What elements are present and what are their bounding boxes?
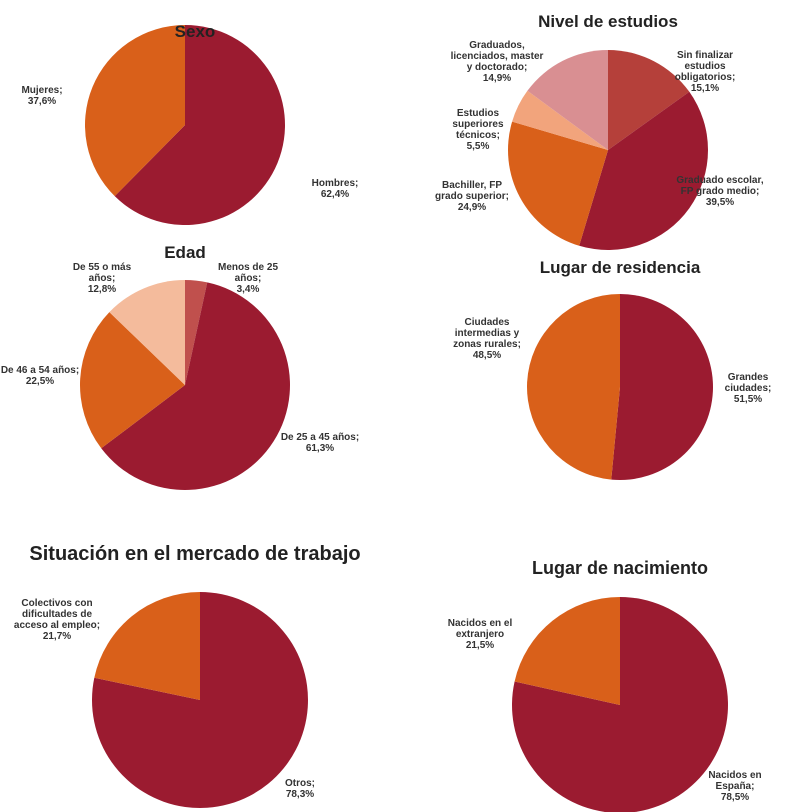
chart-title: Lugar de nacimiento xyxy=(531,558,709,578)
slice-category: Colectivos con dificultades de acceso al… xyxy=(13,598,101,631)
slice-label: Hombres; 62,4% xyxy=(295,178,375,200)
slice-value: 62,4% xyxy=(320,189,350,200)
slice-category: Hombres; xyxy=(311,178,359,189)
pie-slice xyxy=(608,50,690,150)
slice-value: 24,9% xyxy=(457,202,487,213)
slice-value: 39,5% xyxy=(705,197,735,208)
slice-value: 48,5% xyxy=(472,350,502,361)
pie-slice xyxy=(85,25,185,197)
slice-label: Colectivos con dificultades de acceso al… xyxy=(10,598,105,642)
pie-slice xyxy=(527,50,608,150)
pie-slice xyxy=(514,597,620,705)
chart-title: Nivel de estudios xyxy=(538,12,678,31)
pie-slice xyxy=(579,91,709,251)
slice-label: Estudios superiores técnicos; 5,5% xyxy=(438,108,518,152)
slice-label: Ciudades intermedias y zonas rurales; 48,… xyxy=(440,317,535,361)
pie-slice xyxy=(185,280,208,385)
slice-label: Grandes ciudades; 51,5% xyxy=(713,372,783,405)
pie-slice xyxy=(80,312,185,449)
slice-value: 12,8% xyxy=(87,284,117,295)
slice-label: Sin finalizar estudios obligatorios; 15,1… xyxy=(660,50,750,94)
slice-value: 5,5% xyxy=(466,141,490,152)
pie-slice xyxy=(508,121,608,246)
slice-category: Nacidos en el extranjero xyxy=(447,618,513,640)
slice-label: Otros; 78,3% xyxy=(265,778,335,800)
pie-slice xyxy=(611,293,714,481)
pie-slice xyxy=(114,25,285,225)
slice-category: Nacidos en España; xyxy=(708,770,762,792)
pie-slice xyxy=(527,294,620,480)
slice-value: 37,6% xyxy=(27,96,57,107)
slice-label: De 25 a 45 años; 61,3% xyxy=(280,432,360,454)
slice-category: Ciudades intermedias y zonas rurales; xyxy=(453,317,521,350)
pie-slice xyxy=(94,592,200,700)
slice-label: Graduados, licenciados, master y doctora… xyxy=(450,40,545,84)
slice-label: Mujeres; 37,6% xyxy=(7,85,77,107)
slice-category: Graduado escolar, FP grado medio; xyxy=(676,175,764,197)
chart-title: Edad xyxy=(164,243,206,262)
slice-category: Estudios superiores técnicos; xyxy=(452,108,504,141)
slice-label: Menos de 25 años; 3,4% xyxy=(208,262,288,295)
slice-label: Nacidos en España; 78,5% xyxy=(695,770,775,803)
slice-label: De 55 o más años; 12,8% xyxy=(62,262,142,295)
slice-value: 78,5% xyxy=(720,792,750,803)
slice-category: De 55 o más años; xyxy=(72,262,132,284)
slice-category: Bachiller, FP grado superior; xyxy=(435,180,509,202)
slice-category: Otros; xyxy=(285,778,315,789)
chart-title: Sexo xyxy=(174,22,216,41)
slice-category: Menos de 25 años; xyxy=(217,262,279,284)
pie-slice xyxy=(512,597,728,812)
slice-label: De 46 a 54 años; 22,5% xyxy=(0,365,80,387)
slice-label: Nacidos en el extranjero 21,5% xyxy=(433,618,528,651)
slice-value: 51,5% xyxy=(733,394,763,405)
slice-category: De 25 a 45 años; xyxy=(280,432,360,443)
pie-slice xyxy=(109,280,185,385)
slice-category: Grandes ciudades; xyxy=(724,372,772,394)
pie-slice xyxy=(512,90,608,150)
slice-category: Graduados, licenciados, master y doctora… xyxy=(450,40,544,73)
slice-category: De 46 a 54 años; xyxy=(0,365,80,376)
slice-label: Bachiller, FP grado superior; 24,9% xyxy=(427,180,517,213)
chart-title: Situación en el mercado de trabajo xyxy=(29,543,361,565)
slice-value: 14,9% xyxy=(482,73,512,84)
slice-category: Sin finalizar estudios obligatorios; xyxy=(674,50,736,83)
slice-value: 21,7% xyxy=(42,631,72,642)
slice-value: 78,3% xyxy=(285,789,315,800)
pie-slice xyxy=(101,282,291,491)
slice-value: 21,5% xyxy=(465,640,495,651)
slice-value: 61,3% xyxy=(305,443,335,454)
slice-value: 3,4% xyxy=(236,284,260,295)
slice-value: 22,5% xyxy=(25,376,55,387)
slice-value: 15,1% xyxy=(690,83,720,94)
slice-label: Graduado escolar, FP grado medio; 39,5% xyxy=(675,175,765,208)
chart-title: Lugar de residencia xyxy=(539,258,701,277)
slice-category: Mujeres; xyxy=(21,85,63,96)
